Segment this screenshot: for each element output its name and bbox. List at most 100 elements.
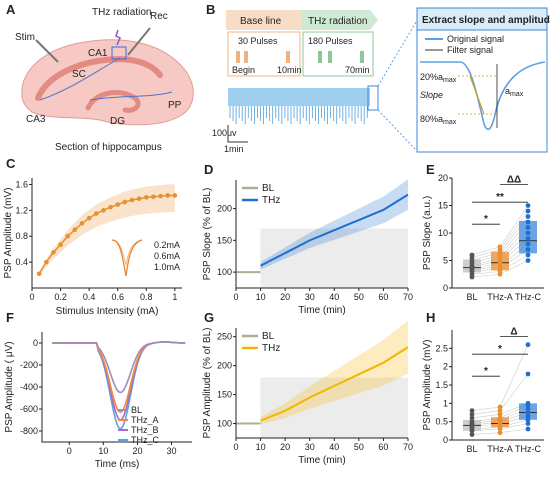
baseline-title: Base line — [240, 16, 282, 27]
thz-target-box — [111, 46, 127, 60]
c-point — [51, 250, 56, 255]
section-caption: Section of hippocampus — [55, 142, 162, 153]
y-tick-label: 150 — [217, 235, 232, 245]
c-point — [93, 211, 99, 216]
scale-bar-time: 1min — [224, 144, 244, 154]
panel-letter-a: A — [6, 2, 16, 17]
panel-letter-c: C — [6, 156, 16, 171]
g-thz-band — [260, 320, 408, 425]
f-legend-label: THz_B — [131, 425, 159, 435]
thz-radiation-label: THz radiation — [92, 7, 151, 18]
x-tick-label: 50 — [354, 292, 364, 302]
h-category-label: BL — [466, 444, 477, 454]
c-point — [122, 199, 128, 205]
rec-electrode — [127, 27, 151, 56]
x-tick-label: 0 — [29, 292, 34, 302]
e-sig-label: * — [484, 214, 488, 225]
c-point — [158, 193, 163, 199]
x-tick-label: 50 — [354, 442, 364, 452]
e-point — [525, 241, 531, 247]
panel-letter-g: G — [204, 310, 214, 325]
e-sig-label: ** — [496, 192, 504, 203]
thz-pulses: 180 Pulses — [308, 36, 353, 46]
baseline-banner — [226, 10, 302, 30]
x-tick-label: 60 — [378, 292, 388, 302]
c-error-band — [39, 184, 175, 277]
d-thz-line — [260, 193, 409, 267]
y-tick-label: 0 — [443, 435, 448, 445]
x-tick-label: 30 — [305, 292, 315, 302]
d-legend-bl-label: BL — [262, 183, 275, 194]
h-point — [469, 419, 475, 425]
y-tick-label: 5 — [443, 256, 448, 266]
x-tick-label: 30 — [167, 446, 177, 456]
c-point — [43, 259, 49, 265]
thz-end: 70min — [345, 65, 370, 75]
c-inset-label: 1.0mA — [154, 262, 180, 272]
baseline-pulse-bars — [236, 51, 290, 63]
f-xlabel: Time (ms) — [95, 459, 140, 470]
x-tick-label: 0.4 — [83, 292, 96, 302]
y-tick-label: 1.2 — [15, 205, 28, 215]
e-point — [497, 244, 503, 250]
h-point — [497, 415, 503, 421]
axis-frame-f — [41, 332, 192, 443]
stim-electrode — [35, 39, 59, 63]
c-xlabel: Stimulus Intensity (mA) — [56, 306, 159, 317]
g-legend-thz-label: THz — [262, 343, 280, 354]
f-legend-label: THz_C — [131, 435, 160, 445]
g-xlabel: Time (min) — [298, 455, 345, 466]
e-point — [525, 214, 531, 219]
e-point — [525, 230, 531, 236]
e-point — [525, 225, 531, 230]
e-point — [525, 258, 531, 263]
y-tick-label: -400 — [20, 382, 38, 392]
zoom-line-top — [377, 21, 417, 87]
f-trace — [52, 341, 186, 430]
x-tick-label: 0 — [67, 446, 72, 456]
h-point — [497, 430, 503, 436]
c-point — [172, 193, 178, 198]
x-tick-label: 0.6 — [111, 292, 124, 302]
f-ylabel: PSP Amplitude ( μV) — [4, 341, 15, 432]
h-point — [497, 411, 503, 417]
e-sig-label: ΔΔ — [507, 175, 521, 186]
f-legend-label: THz_A — [131, 415, 159, 425]
h-point — [525, 426, 531, 432]
c-point — [36, 271, 42, 277]
y-tick-label: 0.5 — [435, 417, 448, 427]
c-point — [79, 220, 85, 226]
hippocampus-slice — [21, 39, 194, 126]
panel-letter-h: H — [426, 310, 435, 325]
raw-trace-spikes — [229, 106, 368, 124]
h-point — [497, 404, 503, 410]
pct20-label: 20%amax — [420, 72, 457, 84]
f-trace — [52, 341, 186, 414]
e-ylabel: PSP Slope (a.u.) — [422, 196, 433, 270]
slope-line — [469, 75, 485, 115]
x-tick-label: 1 — [172, 292, 177, 302]
h-sig-label: * — [484, 366, 488, 377]
schaffer-collateral-fiber — [39, 57, 121, 101]
y-tick-label: 100 — [217, 267, 232, 277]
x-tick-label: 0.2 — [54, 292, 67, 302]
e-category-label: BL — [466, 292, 477, 302]
h-point — [525, 421, 531, 426]
g-ylabel: PSP Amplitude (% of BL) — [202, 328, 213, 439]
e-point — [525, 203, 531, 208]
x-tick-label: 10 — [256, 442, 266, 452]
thz-pulse-bars — [318, 51, 364, 63]
cornu-ammonis-band — [35, 56, 163, 101]
thz-title: THz radiation — [308, 16, 367, 27]
perforant-path-fiber — [89, 91, 173, 101]
baseline-end: 10min — [277, 65, 302, 75]
h-point — [497, 424, 503, 430]
e-point — [525, 208, 531, 214]
y-tick-label: 250 — [217, 332, 232, 342]
charts-layer: 0 0.2 0.4 0.6 0.8 1 0.4 0.8 1.2 1.6 Stimulus Inten… — [3, 173, 544, 470]
extract-title: Extract slope and amplitude — [422, 15, 550, 26]
h-point — [497, 408, 503, 414]
c-point — [72, 227, 78, 233]
rec-label: Rec — [150, 11, 168, 22]
ca1-label: CA1 — [88, 48, 108, 59]
